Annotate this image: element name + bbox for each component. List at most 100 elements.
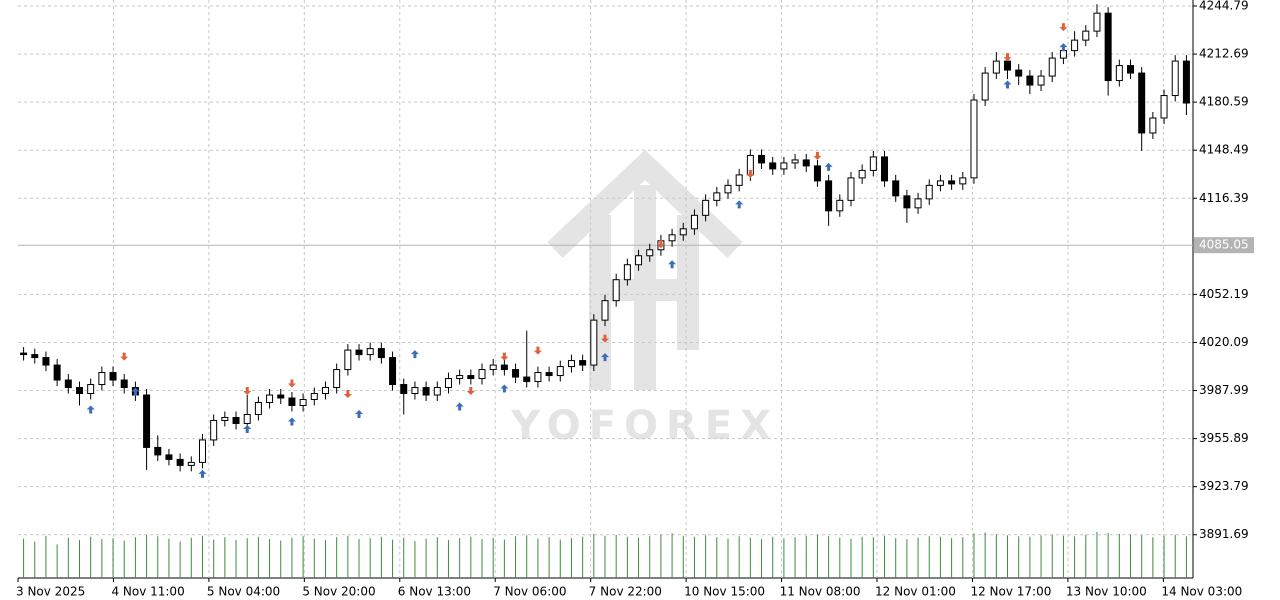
candle-body <box>478 369 486 380</box>
x-tick-label: 6 Nov 13:00 <box>398 585 471 599</box>
candle-body <box>1026 75 1034 86</box>
candle-body <box>366 348 374 356</box>
candle-body <box>690 214 698 230</box>
y-tick-label: 4052.19 <box>1199 287 1249 301</box>
x-tick-label: 3 Nov 2025 <box>16 585 85 599</box>
candle-body <box>1138 72 1146 134</box>
y-tick-label: 4116.39 <box>1199 191 1249 205</box>
candle-body <box>232 416 240 424</box>
candle-body <box>98 372 106 386</box>
y-tick-label: 4180.59 <box>1199 95 1249 109</box>
sell-signal <box>746 169 755 178</box>
candle-body <box>825 180 833 212</box>
candle-body <box>456 375 464 380</box>
buy-signal <box>668 260 677 269</box>
candle-body <box>1071 39 1079 52</box>
candle-body <box>165 454 173 460</box>
candle-body <box>567 360 575 368</box>
candle-body <box>579 360 587 366</box>
x-tick-label: 11 Nov 08:00 <box>780 585 861 599</box>
candle-body <box>500 364 508 371</box>
candle-body <box>109 372 117 381</box>
buy-signal <box>287 417 296 426</box>
buy-signal <box>1059 43 1068 52</box>
y-tick-label: 3891.69 <box>1199 527 1249 541</box>
buy-signal <box>735 200 744 209</box>
candle-body <box>433 387 441 396</box>
candle-body <box>601 300 609 321</box>
x-tick-label: 7 Nov 06:00 <box>493 585 566 599</box>
candle-body <box>1093 12 1101 32</box>
candle-body <box>735 174 743 186</box>
buy-signal <box>1003 80 1012 89</box>
candle-body <box>31 354 39 359</box>
candle-body <box>1182 60 1190 104</box>
buy-signal <box>198 469 207 478</box>
candle-body <box>1048 57 1056 77</box>
buy-signal <box>824 162 833 171</box>
buy-signal <box>500 384 509 393</box>
candle-body <box>758 154 766 164</box>
y-tick-label: 4244.79 <box>1199 0 1249 13</box>
candle-body <box>288 397 296 406</box>
candle-body <box>724 184 732 194</box>
candle-body <box>1149 117 1157 134</box>
y-tick-label: 4148.49 <box>1199 143 1249 157</box>
x-tick-label: 4 Nov 11:00 <box>111 585 184 599</box>
buy-signal <box>131 387 140 396</box>
candle-body <box>623 264 631 281</box>
x-tick-label: 12 Nov 17:00 <box>970 585 1051 599</box>
sell-signal <box>120 352 129 361</box>
candle-body <box>389 357 397 386</box>
candle-body <box>881 156 889 182</box>
x-tick-label: 12 Nov 01:00 <box>875 585 956 599</box>
sell-signal <box>466 387 475 396</box>
y-tick-label: 3923.79 <box>1199 479 1249 493</box>
candle-body <box>1004 60 1012 71</box>
candle-body <box>802 159 810 167</box>
sell-signal <box>601 334 609 343</box>
sell-signal <box>1003 53 1012 62</box>
candle-body <box>87 384 95 395</box>
candle-body <box>936 180 944 186</box>
candle-body <box>42 357 50 366</box>
candle-body <box>489 364 497 371</box>
candle-body <box>769 162 777 170</box>
candle-body <box>869 156 877 171</box>
buy-signal <box>455 402 464 411</box>
current-price-box <box>1194 237 1254 254</box>
sell-signal <box>343 390 352 399</box>
candle-body <box>1082 30 1090 41</box>
candle-body <box>612 279 620 302</box>
sell-signal <box>500 352 509 361</box>
candle-body <box>556 366 564 377</box>
candle-body <box>858 169 866 179</box>
candle-body <box>836 199 844 212</box>
buy-signal <box>410 350 419 359</box>
candle-body <box>53 364 61 381</box>
candle-body <box>120 379 128 389</box>
x-tick-label: 5 Nov 20:00 <box>302 585 375 599</box>
x-tick-label: 5 Nov 04:00 <box>207 585 280 599</box>
candle-body <box>154 446 162 456</box>
candle-body <box>523 376 531 383</box>
candle-body <box>1127 65 1135 74</box>
candle-body <box>1104 12 1112 82</box>
candle-body <box>1015 69 1023 77</box>
candle-body <box>903 195 911 209</box>
candle-body <box>187 461 195 466</box>
candle-body <box>646 249 654 257</box>
sell-signal <box>1059 23 1068 32</box>
candle-body <box>75 387 83 395</box>
candle-body <box>892 180 900 197</box>
candle-body <box>277 394 285 399</box>
candle-body <box>590 319 598 366</box>
candle-body <box>1115 65 1123 82</box>
watermark-text: YOFOREX <box>510 403 779 449</box>
candle-body <box>780 162 788 170</box>
candle-body <box>333 369 341 389</box>
candle-body <box>914 198 922 209</box>
candle-body <box>411 387 419 395</box>
candle-body <box>948 180 956 185</box>
